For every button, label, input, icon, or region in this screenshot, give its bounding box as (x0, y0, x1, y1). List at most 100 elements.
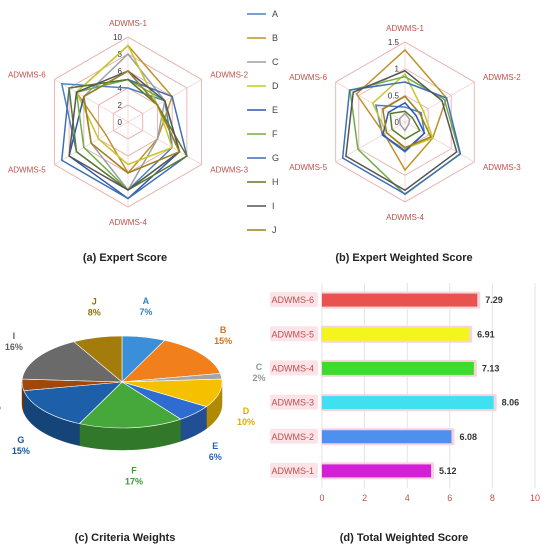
radar-series-h (389, 110, 421, 140)
radar-spoke (335, 121, 406, 163)
bar-category-bg (270, 360, 318, 376)
pie-label-c: C (256, 362, 263, 372)
caption-b: (b) Expert Weighted Score (335, 252, 472, 264)
bar-category-bg (270, 394, 318, 410)
bar-x-tick: 6 (447, 493, 452, 503)
legend-label-e: E (272, 105, 278, 115)
radar-series-a (374, 104, 426, 153)
bar-adwms-6 (322, 293, 478, 307)
bar-x-tick: 0 (319, 493, 324, 503)
radar-tick-label: 0 (395, 118, 400, 127)
pie-label-i: I (13, 331, 16, 341)
legend-label-g: G (272, 153, 279, 163)
radar-tick-label: 4 (118, 84, 123, 93)
pie-pct-j: 8% (88, 308, 101, 318)
pie-pct-h: 4% (0, 402, 1, 412)
pie-pct-b: 15% (214, 336, 232, 346)
caption-d: (d) Total Weighted Score (340, 532, 469, 544)
radar-series-i (68, 70, 181, 191)
bar-adwms-4 (322, 361, 474, 375)
pie-pct-c: 2% (252, 373, 265, 383)
bar-value-label: 7.13 (482, 363, 500, 373)
bar-category-bg (270, 326, 318, 342)
pie-label-d: D (243, 406, 250, 416)
caption-a: (a) Expert Score (83, 252, 167, 264)
caption-c: (c) Criteria Weights (75, 532, 176, 544)
pie-slice-j (73, 335, 123, 383)
legend-label-h: H (272, 177, 279, 187)
radar-chart-expert-score: 0 2 4 6 8 10 ADWMS-1 ADWMS-2 ADWMS-3 ADWMS-4 ADWMS… (8, 19, 249, 227)
legend-label-i: I (272, 201, 275, 211)
bar-category-bg (270, 292, 318, 308)
pie-chart-criteria-weights: A7%B15%C2%D10%E6%F17%G15%H4%I16%J8% (0, 296, 266, 487)
radar-axis-label: ADWMS-2 (210, 71, 248, 80)
radar-axis-label: ADWMS-1 (386, 24, 424, 33)
bar-category-label: ADWMS-6 (272, 295, 315, 305)
legend-label-j: J (272, 225, 277, 235)
pie-pct-i: 16% (5, 342, 23, 352)
pie-label-j: J (92, 297, 97, 307)
radar-axis-label: ADWMS-1 (109, 19, 147, 28)
radar-spoke (335, 81, 406, 123)
radar-axis-label: ADWMS-6 (8, 71, 46, 80)
radar-axis-label: ADWMS-3 (483, 163, 521, 172)
pie-pct-f: 17% (125, 477, 143, 487)
pie-label-g: G (17, 435, 24, 445)
radar-tick-label: 2 (118, 101, 123, 110)
pie-label-e: E (212, 441, 218, 451)
radar-legend: A B C D E F G H I J (247, 9, 279, 235)
legend-label-d: D (272, 81, 279, 91)
radar-series-c (398, 112, 411, 132)
radar-series-j (83, 70, 181, 174)
radar-axis-label: ADWMS-2 (483, 73, 521, 82)
radar-tick-label: 10 (113, 33, 122, 42)
bar-x-tick: 2 (362, 493, 367, 503)
pie-pct-a: 7% (139, 307, 152, 317)
radar-series-b (355, 48, 448, 172)
radar-chart-expert-weighted-score: 0 0.5 1 1.5 ADWMS-1 ADWMS-2 ADWMS-3 ADWMS-4 ADWM… (289, 24, 521, 222)
radar-axis-label: ADWMS-4 (109, 218, 147, 227)
radar-axis-label: ADWMS-6 (289, 73, 327, 82)
radar-tick-label: 1.5 (388, 38, 400, 47)
bar-value-label: 6.08 (460, 432, 478, 442)
radar-axis-label: ADWMS-3 (210, 166, 248, 175)
bar-adwms-5 (322, 327, 470, 341)
radar-series-g (341, 81, 462, 195)
bar-value-label: 5.12 (439, 466, 457, 476)
radar-axis-label: ADWMS-5 (8, 166, 46, 175)
pie-slice-f (78, 381, 182, 429)
radar-tick-label: 6 (118, 67, 123, 76)
bar-adwms-2 (322, 430, 452, 444)
pie-slice-b (121, 340, 221, 383)
pie-label-b: B (220, 325, 227, 335)
radar-spoke (127, 121, 202, 165)
bar-category-label: ADWMS-5 (272, 329, 315, 339)
pie-pct-d: 10% (237, 417, 255, 427)
bar-adwms-1 (322, 464, 432, 478)
radar-series-d (371, 72, 434, 150)
legend-label-b: B (272, 33, 278, 43)
radar-tick-label: 1 (395, 65, 400, 74)
pie-pct-e: 6% (209, 452, 222, 462)
bar-category-label: ADWMS-3 (272, 398, 315, 408)
bar-category-bg (270, 462, 318, 478)
radar-spoke (404, 121, 475, 163)
bar-category-label: ADWMS-2 (272, 432, 315, 442)
pie-label-a: A (143, 296, 150, 306)
bar-chart-total-weighted-score: 0 2 4 6 8 10 ADWMS-6 7.29 ADWMS-5 6.91 ADWMS-4 7.13… (270, 283, 540, 503)
legend-label-a: A (272, 9, 278, 19)
bar-category-bg (270, 428, 318, 444)
radar-series-i (345, 69, 458, 192)
radar-tick-label: 0 (118, 118, 123, 127)
radar-spoke (54, 79, 129, 123)
pie-slice-g (23, 381, 123, 424)
bar-category-label: ADWMS-1 (272, 466, 315, 476)
pie-pct-g: 15% (12, 446, 30, 456)
bar-x-tick: 4 (405, 493, 410, 503)
radar-tick-label: 8 (118, 50, 123, 59)
bar-value-label: 6.91 (477, 329, 495, 339)
radar-series-j (382, 95, 432, 149)
bar-value-label: 8.06 (502, 398, 520, 408)
radar-axis-label: ADWMS-5 (289, 163, 327, 172)
